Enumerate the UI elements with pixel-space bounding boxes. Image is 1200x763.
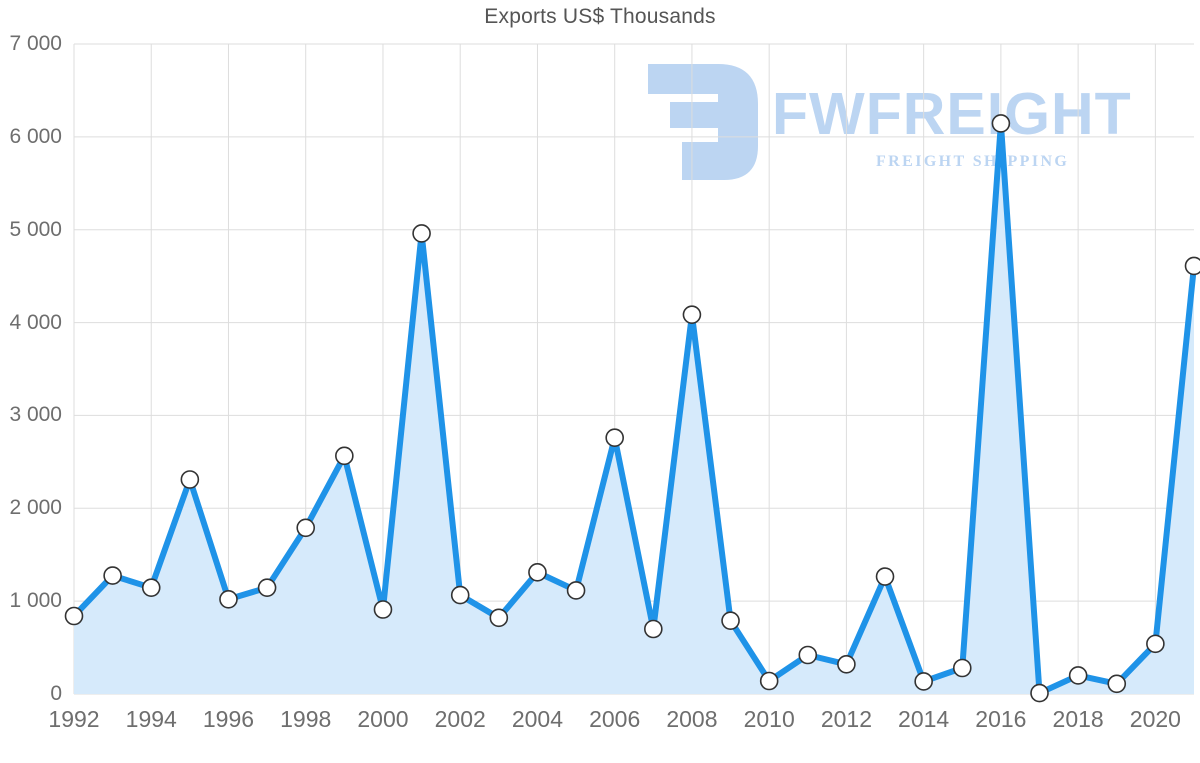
data-point-marker[interactable] bbox=[412, 224, 431, 243]
data-point-marker[interactable] bbox=[296, 518, 316, 538]
x-axis-tick-label: 2016 bbox=[975, 706, 1027, 732]
x-axis-tick-label: 2004 bbox=[511, 706, 564, 732]
area-fill bbox=[74, 123, 1194, 694]
data-point-marker[interactable] bbox=[257, 578, 277, 597]
y-axis-tick-label: 1 000 bbox=[9, 589, 62, 613]
data-point-marker[interactable] bbox=[219, 589, 238, 609]
data-point-marker[interactable] bbox=[373, 600, 393, 619]
x-axis-tick-label: 1994 bbox=[125, 706, 177, 732]
y-axis-tick-label: 2 000 bbox=[9, 496, 62, 520]
y-axis: 7 000 6 000 5 000 4 000 3 000 2 000 1 000 0 bbox=[0, 0, 62, 763]
data-point-marker[interactable] bbox=[566, 581, 586, 600]
data-point-marker[interactable] bbox=[721, 611, 740, 630]
x-axis-tick-label: 2006 bbox=[589, 706, 641, 732]
data-point-marker[interactable] bbox=[759, 671, 779, 691]
data-point-marker[interactable] bbox=[528, 563, 547, 582]
data-point-marker[interactable] bbox=[952, 658, 972, 678]
data-point-marker[interactable] bbox=[64, 606, 84, 626]
data-point-marker[interactable] bbox=[1068, 666, 1088, 685]
data-point-markers bbox=[64, 114, 1200, 703]
data-point-marker[interactable] bbox=[1107, 674, 1127, 694]
x-axis-tick-label: 2000 bbox=[357, 706, 409, 732]
x-axis-tick-label: 2010 bbox=[743, 706, 795, 732]
x-axis-tick-label: 2008 bbox=[666, 706, 718, 732]
data-point-marker[interactable] bbox=[489, 608, 509, 628]
x-axis-tick-label: 2018 bbox=[1052, 706, 1104, 732]
data-point-marker[interactable] bbox=[1146, 634, 1165, 654]
chart-title: Exports US$ Thousands bbox=[484, 5, 716, 28]
y-axis-tick-label: 5 000 bbox=[9, 217, 62, 241]
data-point-marker[interactable] bbox=[798, 645, 818, 665]
x-axis-tick-label: 2020 bbox=[1129, 706, 1181, 732]
data-point-marker[interactable] bbox=[991, 114, 1011, 133]
x-axis-tick-label: 2002 bbox=[434, 706, 486, 732]
x-axis-tick-label: 1996 bbox=[202, 706, 255, 732]
x-axis-tick-label: 2014 bbox=[898, 706, 950, 732]
data-point-marker[interactable] bbox=[914, 672, 933, 691]
y-axis-tick-label: 3 000 bbox=[9, 403, 62, 427]
data-point-marker[interactable] bbox=[103, 566, 122, 585]
data-point-marker[interactable] bbox=[682, 305, 702, 324]
data-point-marker[interactable] bbox=[875, 567, 895, 586]
x-axis-tick-label: 1992 bbox=[48, 706, 100, 732]
data-point-marker[interactable] bbox=[141, 578, 161, 597]
data-point-marker[interactable] bbox=[450, 585, 470, 605]
data-point-marker[interactable] bbox=[335, 446, 354, 466]
data-point-marker[interactable] bbox=[1184, 256, 1200, 276]
y-axis-tick-label: 0 bbox=[50, 682, 62, 705]
data-point-marker[interactable] bbox=[180, 470, 200, 489]
data-point-marker[interactable] bbox=[837, 654, 856, 674]
data-point-marker[interactable] bbox=[605, 428, 624, 448]
data-point-marker[interactable] bbox=[1030, 683, 1049, 703]
y-axis-tick-label: 4 000 bbox=[9, 310, 62, 334]
data-point-marker[interactable] bbox=[644, 619, 663, 639]
y-axis-tick-label: 6 000 bbox=[9, 124, 62, 148]
y-axis-tick-label: 7 000 bbox=[9, 32, 62, 55]
x-axis-tick-label: 2012 bbox=[820, 706, 872, 732]
x-axis-tick-label: 1998 bbox=[280, 706, 332, 732]
